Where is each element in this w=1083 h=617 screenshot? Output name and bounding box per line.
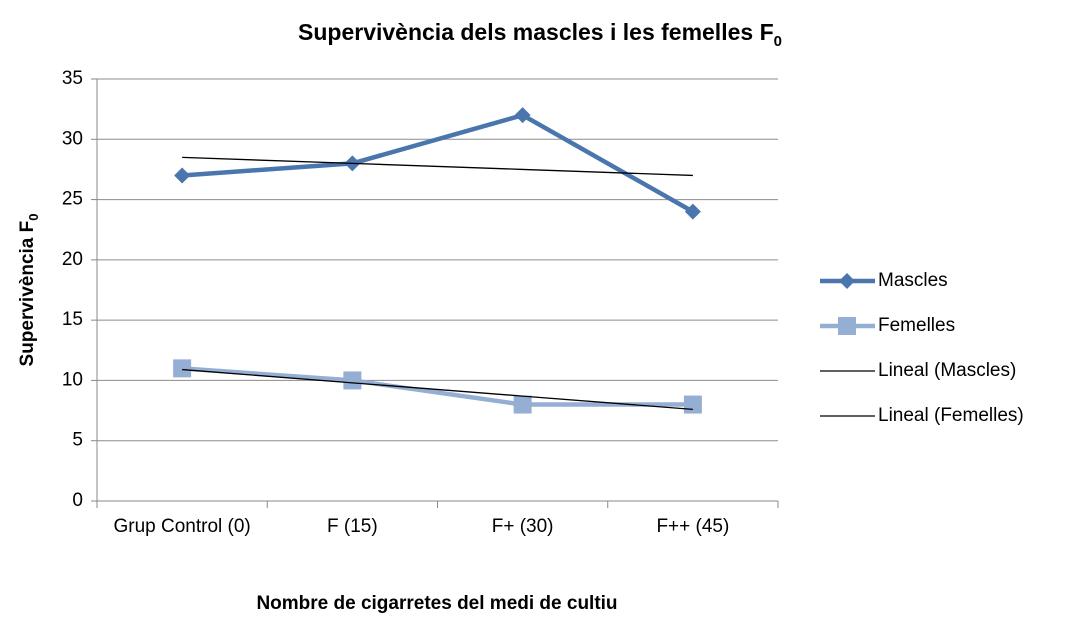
x-tick-line: Grup Control (0): [113, 516, 250, 537]
y-tick-label: 30: [62, 128, 83, 149]
y-tick-label: 10: [62, 369, 83, 390]
series-line: [181, 112, 694, 214]
x-tick-label: F (15): [327, 516, 378, 537]
y-title-subscript: 0: [26, 214, 41, 221]
x-tick-line: F++ (45): [656, 516, 729, 537]
y-tick-label: 35: [62, 68, 83, 89]
x-tick-label: F+ (30): [492, 516, 554, 537]
legend-label: Femelles: [878, 315, 955, 336]
title-subscript: 0: [774, 33, 782, 50]
y-tick-label: 25: [62, 189, 83, 210]
y-tick-label: 0: [72, 490, 83, 511]
legend-label: Lineal (Femelles): [878, 405, 1024, 426]
title-main: Supervivència dels mascles i les femelle…: [298, 19, 774, 45]
x-tick-label: Grup Control (0): [113, 516, 250, 537]
x-tick-line: F (15): [327, 516, 378, 537]
chart-title: Supervivència dels mascles i les femelle…: [298, 19, 782, 50]
series-line: [181, 366, 693, 407]
marker-diamond: [684, 203, 701, 220]
y-title-main: Supervivència F: [17, 221, 38, 367]
marker-diamond: [514, 107, 531, 124]
marker-square: [173, 359, 192, 378]
marker-diamond: [839, 273, 855, 289]
trend-line: [182, 156, 693, 177]
marker-square: [343, 371, 362, 390]
y-axis-title: Supervivència F0: [17, 214, 41, 367]
marker-square: [513, 395, 532, 414]
x-axis-title: Nombre de cigarretes del medi de cultiu: [256, 593, 617, 614]
marker-square: [683, 395, 702, 414]
trend-line: [182, 368, 693, 411]
x-tick-line: F+ (30): [492, 516, 554, 537]
y-tick-label: 15: [62, 309, 83, 330]
y-tick-label: 5: [72, 430, 83, 451]
marker-square: [838, 317, 856, 335]
legend-label: Mascles: [878, 270, 948, 291]
legend-label: Lineal (Mascles): [878, 360, 1016, 381]
x-tick-label: F++ (45): [656, 516, 729, 537]
y-tick-label: 20: [62, 249, 83, 270]
marker-diamond: [174, 167, 191, 184]
